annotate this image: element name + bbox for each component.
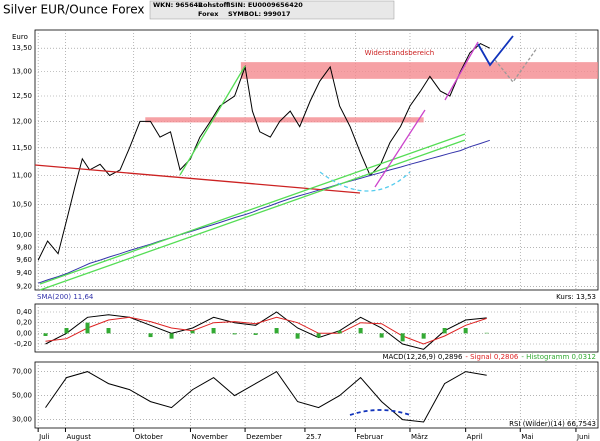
bar — [253, 333, 258, 335]
x-tick-label: Mai — [521, 433, 533, 441]
x-tick-label: Oktober — [135, 433, 163, 441]
y-tick-label: -0,20 — [14, 340, 32, 348]
trend-line — [179, 65, 246, 176]
trend-line — [444, 41, 479, 101]
x-tick-label: Juni — [576, 433, 590, 441]
bar — [232, 333, 237, 335]
y-tick-label: 12,00 — [12, 117, 32, 125]
legend-entry: RSI (Wilder)(14) 66,7543 — [509, 420, 596, 428]
series-line — [45, 370, 487, 423]
y-tick-label: 50,00 — [12, 392, 32, 400]
arc — [319, 171, 411, 192]
y-tick-label: 70,00 — [12, 368, 32, 376]
info-box — [149, 0, 395, 20]
y-tick-label: 0,00 — [16, 329, 32, 337]
legend-entry: MACD(12,26,9) 0,2896 — [383, 353, 463, 361]
trend-line — [39, 133, 466, 285]
forecast-arrow — [494, 47, 538, 84]
bar — [421, 333, 426, 339]
forecast-arrow — [477, 35, 514, 67]
plot-frame — [34, 303, 599, 353]
x-tick-label: 25.7 — [306, 433, 322, 441]
y-tick-label: 9,80 — [16, 243, 32, 251]
plots: 9,20 9,40 9,60 9,80 10,00 10,50 11,00 11,50 12,0… — [12, 29, 599, 441]
trend-line — [39, 139, 466, 291]
legend-entry: SMA(200) 11,64 — [37, 293, 94, 301]
bar — [442, 328, 447, 334]
y-tick-label: 12,50 — [12, 92, 32, 100]
series-line — [45, 311, 487, 350]
legend-entry: - Signal 0,2806 — [465, 353, 519, 361]
bar — [190, 330, 195, 334]
trend-line — [374, 109, 426, 188]
plot-frame — [34, 29, 599, 291]
x-tick-label: März — [411, 433, 428, 441]
bar — [169, 333, 174, 339]
y-tick-label: 9,20 — [16, 283, 32, 291]
trend-line — [34, 164, 361, 194]
symbol: SYMBOL: 999017 — [228, 10, 290, 18]
y-tick-label: 9,40 — [16, 269, 32, 277]
wkn: WKN: 965642 — [153, 1, 203, 9]
legend: MACD(12,26,9) 0,2896- Signal 0,2806- His… — [383, 353, 596, 361]
bar — [358, 328, 363, 334]
bar — [64, 328, 69, 334]
zone — [145, 117, 424, 123]
group: Rohstoff — [198, 1, 230, 9]
bar — [400, 333, 405, 342]
series-line — [45, 316, 487, 345]
y-tick-label: 9,60 — [16, 256, 32, 264]
bar — [484, 332, 489, 334]
x-tick-label: Dezember — [246, 433, 282, 441]
x-tick-label: Februar — [356, 433, 383, 441]
y-tick-label: 0,40 — [16, 308, 32, 316]
bar — [274, 328, 279, 334]
x-tick-label: November — [191, 433, 228, 441]
bar — [379, 333, 384, 338]
legend-entry: Kurs: 13,53 — [556, 293, 596, 301]
bar — [295, 333, 300, 339]
x-tick-label: April — [467, 433, 483, 441]
x-tick-label: August — [66, 433, 91, 441]
bar — [463, 328, 468, 334]
y-tick-label: 10,50 — [12, 200, 32, 208]
y-tick-label: 0,20 — [16, 319, 32, 327]
legend-entry: - Histogramm 0,0312 — [521, 353, 596, 361]
drawings — [34, 35, 538, 416]
arc — [349, 409, 411, 416]
plot-frame — [34, 361, 599, 429]
bar — [85, 322, 90, 334]
isin: ISIN: EU0009656420 — [228, 1, 303, 9]
y-tick-label: 30,00 — [12, 416, 32, 424]
series-line — [38, 139, 490, 284]
annotation: Widerstandsbereich — [365, 49, 435, 57]
bar — [211, 328, 216, 334]
bar — [337, 330, 342, 334]
y-tick-label: 10,00 — [12, 231, 32, 239]
bar — [316, 333, 321, 338]
y-tick-label: 11,00 — [12, 171, 32, 179]
market: Forex — [198, 10, 219, 18]
zone — [240, 62, 598, 79]
y-tick-label: 13,00 — [12, 68, 32, 76]
x-tick-label: Juli — [38, 433, 49, 441]
y-tick-label: 11,50 — [12, 144, 32, 152]
bar — [43, 333, 48, 336]
bar — [148, 333, 153, 338]
bar — [106, 328, 111, 334]
page-title: Silver EUR/Ounce Forex — [3, 3, 144, 17]
y-tick-label: 13,50 — [12, 44, 32, 52]
y-axis-label: Euro — [12, 33, 28, 41]
